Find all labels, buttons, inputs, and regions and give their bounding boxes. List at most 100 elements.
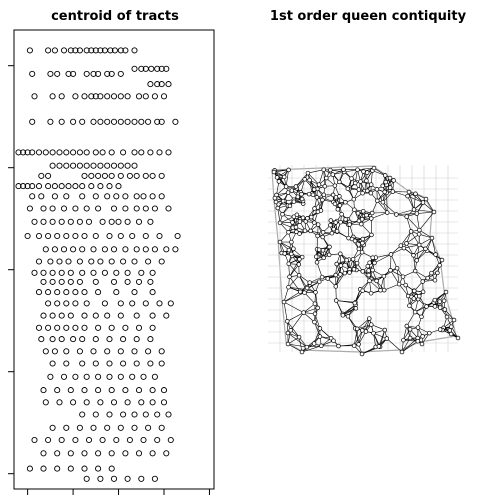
- neighbor-node: [407, 335, 413, 341]
- neighbor-node: [368, 290, 374, 296]
- centroid-point: [97, 47, 104, 54]
- centroid-point: [149, 289, 156, 296]
- centroid-point: [117, 93, 124, 100]
- neighbor-node: [381, 287, 387, 293]
- neighbor-node: [324, 175, 329, 181]
- centroid-point: [65, 258, 72, 265]
- centroid-point: [79, 411, 86, 418]
- centroid-scatter-panel: centroid of tracts: [8, 9, 215, 495]
- neighbor-node: [387, 175, 393, 181]
- centroid-point: [81, 172, 88, 179]
- neighbor-node: [437, 299, 442, 304]
- neighbor-node: [286, 230, 291, 235]
- centroid-point: [117, 232, 124, 240]
- neighbor-node: [371, 165, 377, 171]
- neighbor-node: [307, 177, 312, 183]
- centroid-point: [138, 118, 145, 125]
- neighbor-edge: [316, 262, 323, 278]
- neighbor-edge: [357, 318, 370, 330]
- neighbor-node: [310, 192, 316, 198]
- centroid-point: [154, 411, 161, 418]
- neighbor-edge: [396, 213, 417, 215]
- neighbor-node: [412, 309, 418, 315]
- neighbor-node: [432, 277, 438, 283]
- neighbor-node: [384, 336, 390, 341]
- neighbor-node: [299, 191, 304, 197]
- neighbor-edge: [330, 169, 345, 173]
- centroid-point: [101, 172, 108, 179]
- neighbor-node: [309, 214, 314, 220]
- neighbor-node: [328, 218, 334, 223]
- centroid-point: [154, 118, 161, 125]
- neighbor-nodes: [271, 165, 461, 357]
- queen-contiguity-panel: 1st order queen contiquity: [268, 9, 467, 357]
- centroid-point: [145, 348, 152, 355]
- centroid-point: [63, 162, 70, 169]
- centroid-point: [133, 360, 140, 367]
- neighbor-node: [359, 249, 365, 255]
- neighbor-node: [333, 220, 338, 225]
- neighbor-edge: [290, 312, 304, 331]
- neighbor-node: [331, 226, 336, 232]
- centroid-point: [101, 246, 108, 253]
- neighbor-node: [431, 209, 437, 215]
- centroid-point: [83, 70, 90, 77]
- neighbor-node: [420, 200, 426, 205]
- centroid-point: [135, 450, 143, 457]
- centroid-point: [129, 300, 136, 307]
- centroid-point: [101, 269, 108, 276]
- centroid-point: [129, 232, 136, 240]
- centroid-point: [40, 450, 47, 457]
- neighbor-node: [417, 227, 422, 233]
- neighbor-node: [317, 279, 322, 284]
- centroid-point: [76, 162, 83, 169]
- neighbor-edge: [279, 222, 293, 228]
- neighbor-node: [356, 246, 362, 252]
- neighbor-node: [338, 219, 343, 225]
- neighbor-node: [432, 297, 438, 303]
- centroid-point: [122, 205, 129, 212]
- neighbor-node: [289, 251, 294, 257]
- neighbor-node: [383, 179, 388, 185]
- neighbor-node: [321, 255, 326, 261]
- centroid-point: [31, 93, 38, 100]
- left-chart-title: centroid of tracts: [51, 9, 179, 24]
- neighbor-node: [417, 293, 422, 299]
- centroid-point: [108, 465, 115, 472]
- centroid-point: [45, 232, 52, 240]
- centroid-point: [47, 70, 54, 77]
- centroid-point: [97, 475, 104, 482]
- centroid-point: [156, 300, 163, 307]
- centroid-point: [58, 183, 65, 190]
- centroid-point: [117, 373, 124, 380]
- neighbor-node: [344, 257, 349, 263]
- neighbor-edge: [283, 287, 289, 303]
- centroid-point: [122, 47, 129, 54]
- centroid-point: [40, 387, 47, 394]
- neighbor-node: [447, 328, 453, 333]
- centroid-point: [149, 399, 156, 406]
- centroid-point: [113, 193, 120, 200]
- neighbor-node: [299, 349, 305, 355]
- neighbor-node: [388, 252, 394, 257]
- neighbor-edge: [288, 275, 300, 288]
- centroid-point: [120, 258, 127, 265]
- centroid-point: [24, 149, 31, 156]
- neighbor-edge: [283, 301, 288, 322]
- centroid-point: [95, 324, 102, 331]
- neighbor-node: [345, 186, 351, 191]
- neighbor-edge: [398, 283, 409, 297]
- neighbor-edge: [374, 254, 392, 264]
- centroid-point: [110, 205, 118, 212]
- centroid-point: [49, 162, 56, 169]
- neighbor-node: [415, 338, 421, 344]
- neighbor-edge: [406, 216, 412, 232]
- centroid-point: [120, 411, 127, 418]
- centroid-point: [138, 149, 145, 156]
- neighbor-node: [312, 311, 318, 317]
- centroid-point: [142, 93, 149, 100]
- centroid-point: [88, 93, 95, 100]
- neighbor-edge: [288, 286, 307, 290]
- neighbor-edge: [314, 313, 321, 329]
